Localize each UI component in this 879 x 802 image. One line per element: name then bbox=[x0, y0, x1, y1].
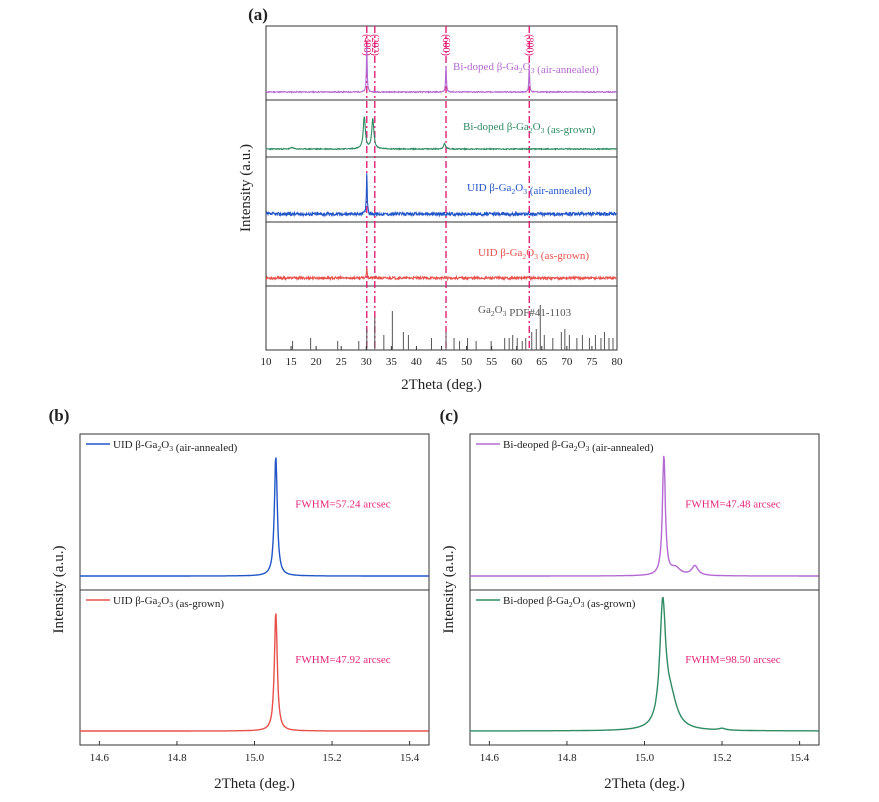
x-tick-label: 70 bbox=[561, 356, 573, 368]
series-line bbox=[80, 613, 429, 732]
panel-c: (c) Bi-deoped β-Ga2O3 (air-annealed) FWHM=… bbox=[440, 406, 820, 792]
series-line bbox=[470, 596, 819, 732]
x-tick-label: 15.0 bbox=[245, 752, 265, 764]
legend-entry: Bi-doped β-Ga2O3 (as-grown) bbox=[503, 595, 636, 610]
x-tick-label: 65 bbox=[536, 356, 548, 368]
x-tick-label: 15.2 bbox=[712, 752, 731, 764]
legend-entry: Ga2O3 PDF#41-1103 bbox=[478, 304, 572, 319]
x-tick-label: 15.4 bbox=[400, 752, 420, 764]
x-tick-label: 80 bbox=[612, 356, 624, 368]
x-tick-label: 55 bbox=[486, 356, 498, 368]
series-line bbox=[265, 46, 617, 94]
x-tick-label: 75 bbox=[586, 356, 598, 368]
x-tick-label: 40 bbox=[411, 356, 423, 368]
fwhm-label: FWHM=47.48 arcsec bbox=[685, 498, 781, 510]
legend-entry: Bi-doped β-Ga2O3 (air-annealed) bbox=[453, 61, 599, 76]
panel-label-c: (c) bbox=[440, 406, 459, 425]
series-line bbox=[470, 455, 819, 577]
x-tick-label: 25 bbox=[336, 356, 348, 368]
legend-entry: Bi-doped β-Ga2O3 (as-grown) bbox=[463, 121, 596, 136]
x-tick-label: 15.2 bbox=[322, 752, 341, 764]
x-tick-label: 14.6 bbox=[90, 752, 110, 764]
legend-entry: UID β-Ga2O3 (air-annealed) bbox=[113, 439, 238, 454]
reference-line-label: (800) bbox=[523, 34, 534, 56]
series-line bbox=[265, 173, 618, 218]
y-axis-label: Intensity (a.u.) bbox=[441, 546, 457, 634]
panel-a: (a) (400)(202) (600) (800) Bi-doped β-Ga2O3 … bbox=[238, 5, 623, 393]
x-tick-label: 14.8 bbox=[557, 752, 577, 764]
panel-b: (b) UID β-Ga2O3 (air-annealed) FWHM=57.24 … bbox=[49, 406, 430, 792]
x-tick-label: 35 bbox=[386, 356, 398, 368]
legend-entry: UID β-Ga2O3 (as-grown) bbox=[113, 595, 224, 610]
x-tick-label: 45 bbox=[436, 356, 448, 368]
x-tick-label: 60 bbox=[511, 356, 523, 368]
fwhm-label: FWHM=98.50 arcsec bbox=[685, 654, 781, 666]
legend-entry: UID β-Ga2O3 (as-grown) bbox=[478, 247, 589, 262]
x-tick-label: 14.6 bbox=[480, 752, 500, 764]
panel-label-a: (a) bbox=[248, 5, 268, 24]
x-axis-label: 2Theta (deg.) bbox=[214, 776, 295, 792]
x-tick-label: 10 bbox=[261, 356, 273, 368]
fwhm-label: FWHM=47.92 arcsec bbox=[295, 654, 391, 666]
x-tick-label: 15.0 bbox=[635, 752, 655, 764]
reference-line-label: (202) bbox=[369, 34, 380, 56]
x-axis-label: 2Theta (deg.) bbox=[401, 377, 482, 393]
reference-line-label: (600) bbox=[440, 34, 451, 56]
series-line bbox=[80, 457, 429, 577]
panel-label-b: (b) bbox=[49, 406, 70, 425]
x-tick-label: 14.8 bbox=[167, 752, 187, 764]
x-tick-label: 20 bbox=[311, 356, 323, 368]
y-axis-label: Intensity (a.u.) bbox=[51, 546, 67, 634]
legend-entry: UID β-Ga2O3 (air-annealed) bbox=[467, 182, 592, 197]
fwhm-label: FWHM=57.24 arcsec bbox=[295, 498, 391, 510]
x-tick-label: 15 bbox=[286, 356, 298, 368]
series-line bbox=[265, 268, 618, 282]
x-tick-label: 15.4 bbox=[790, 752, 810, 764]
x-axis-label: 2Theta (deg.) bbox=[604, 776, 685, 792]
y-axis-label: Intensity (a.u.) bbox=[238, 144, 254, 232]
legend-entry: Bi-deoped β-Ga2O3 (air-annealed) bbox=[503, 439, 654, 454]
x-tick-label: 50 bbox=[461, 356, 473, 368]
x-tick-label: 30 bbox=[361, 356, 373, 368]
reference-line-label: (400) bbox=[361, 34, 372, 56]
series-line bbox=[265, 116, 618, 151]
